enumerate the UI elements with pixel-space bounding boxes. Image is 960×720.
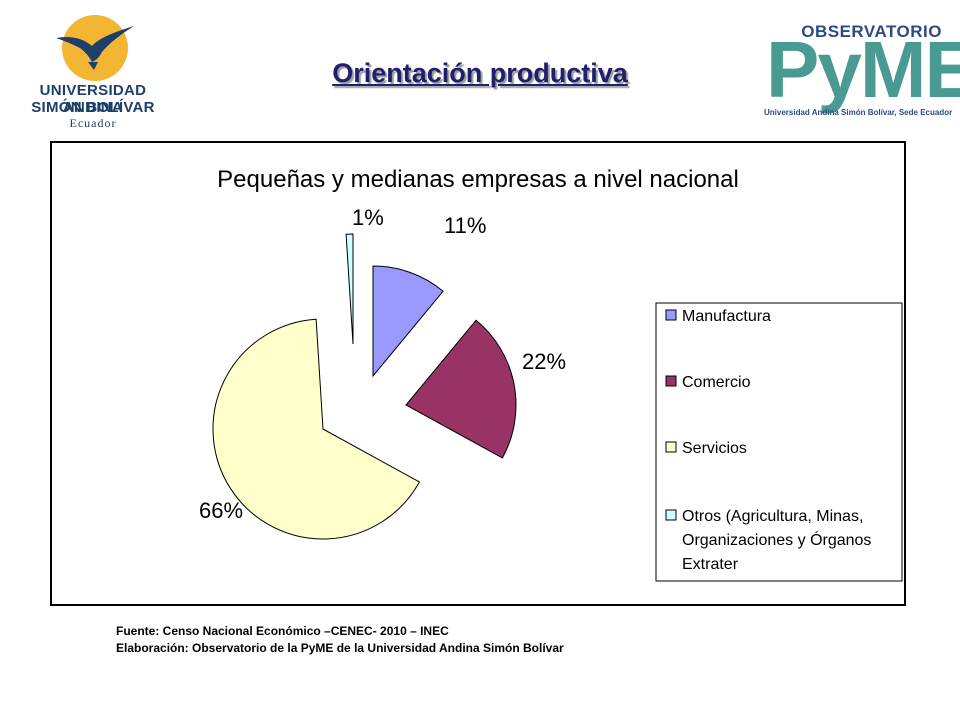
pie-slice-comercio [405,319,517,459]
legend-label-4-line-3: Extrater [682,556,739,573]
pie-slice-manufactura [372,265,444,378]
observatorio-pyme-logo: OBSERVATORIO PyME Universidad Andina Sim… [760,16,960,126]
legend-swatch-3 [665,441,677,453]
pie-slice-servicios [212,318,421,540]
pie-chart: Pequeñas y medianas empresas a nivel nac… [199,166,903,582]
data-label-manufactura: 11% [444,213,486,238]
legend-box [655,302,903,582]
data-label-comercio: 22% [522,349,566,374]
logo-observatorio-text: OBSERVATORIO [801,22,942,41]
logo-subtitle: Universidad Andina Simón Bolívar, Sede E… [764,108,953,117]
condor-emblem-icon [56,15,134,81]
legend: Manufactura Comercio Servicios Otros (Agric… [655,302,903,582]
legend-label-4-line-1: Otros (Agricultura, Minas, [682,508,863,525]
legend-swatch-4 [665,509,677,521]
data-labels: 11% 22% 66% 1% [199,205,566,523]
university-name-line1: UNIVERSIDAD ANDINA [39,82,147,116]
credit-note: Elaboración: Observatorio de la PyME de … [116,641,564,655]
pie-slices [212,233,517,540]
chart-frame: Pequeñas y medianas empresas a nivel nac… [50,141,906,606]
legend-swatch-2 [665,375,677,387]
chart-title: Pequeñas y medianas empresas a nivel nac… [217,166,739,193]
uasb-logo: UNIVERSIDAD ANDINA SIMÓN BOLÍVAR Ecuador [8,8,178,132]
legend-label-3-line-1: Servicios [682,440,747,457]
data-label-otros: 1% [352,205,384,230]
data-label-servicios: 66% [199,498,243,523]
legend-label-4-line-2: Organizaciones y Órganos [682,530,871,549]
university-name-line2: SIMÓN BOLÍVAR [31,99,155,116]
source-note: Fuente: Censo Nacional Económico –CENEC-… [116,624,449,638]
university-country: Ecuador [69,116,117,130]
legend-swatch-1 [665,309,677,321]
logo-pyme-text: PyME [766,25,960,114]
page-title: Orientación productiva [332,58,628,88]
legend-label-2-line-1: Comercio [682,374,751,391]
pie-slice-otros [345,233,354,345]
legend-label-1-line-1: Manufactura [682,308,771,325]
